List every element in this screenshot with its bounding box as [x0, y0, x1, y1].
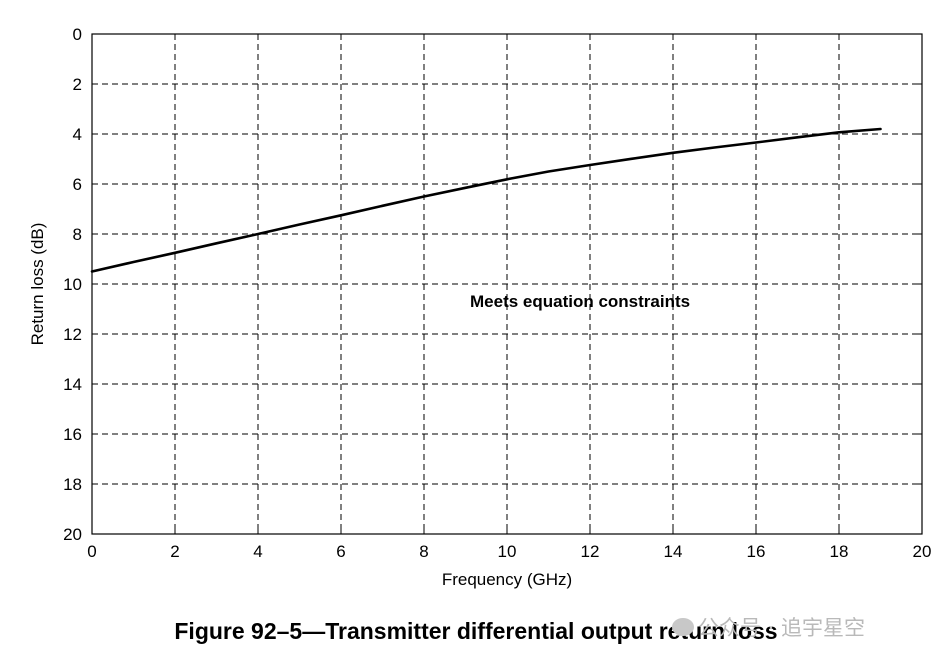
x-tick-label: 6 — [336, 542, 345, 561]
y-tick-label: 6 — [73, 175, 82, 194]
x-tick-labels: 0 2 4 6 8 10 12 14 16 18 20 — [87, 542, 931, 561]
return-loss-curve — [90, 127, 882, 273]
y-tick-label: 14 — [63, 375, 82, 394]
watermark: 公众号 · 追宇星空 — [672, 612, 865, 642]
x-tick-label: 10 — [498, 542, 517, 561]
watermark-text: 公众号 · 追宇星空 — [698, 616, 866, 640]
x-tick-label: 12 — [581, 542, 600, 561]
x-tick-label: 0 — [87, 542, 96, 561]
x-tick-label: 18 — [830, 542, 849, 561]
annotation-label: Meets equation constraints — [470, 292, 690, 311]
x-tick-label: 4 — [253, 542, 262, 561]
y-tick-labels: 0 2 4 6 8 10 12 14 16 18 20 — [63, 25, 82, 544]
y-tick-label: 0 — [73, 25, 82, 44]
y-tick-label: 8 — [73, 225, 82, 244]
tick-marks — [91, 33, 923, 535]
y-tick-label: 18 — [63, 475, 82, 494]
x-tick-label: 20 — [913, 542, 932, 561]
x-tick-label: 2 — [170, 542, 179, 561]
y-tick-label: 12 — [63, 325, 82, 344]
x-tick-label: 8 — [419, 542, 428, 561]
wechat-icon — [672, 618, 694, 636]
y-tick-label: 16 — [63, 425, 82, 444]
y-tick-label: 2 — [73, 75, 82, 94]
y-tick-label: 10 — [63, 275, 82, 294]
grid-lines — [92, 34, 922, 534]
y-tick-label: 4 — [73, 125, 82, 144]
x-axis-title: Frequency (GHz) — [442, 570, 572, 589]
x-tick-label: 14 — [664, 542, 683, 561]
x-tick-label: 16 — [747, 542, 766, 561]
y-tick-label: 20 — [63, 525, 82, 544]
y-axis-title: Return loss (dB) — [28, 223, 47, 346]
